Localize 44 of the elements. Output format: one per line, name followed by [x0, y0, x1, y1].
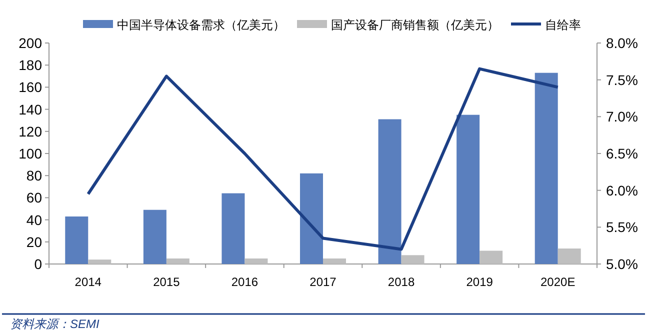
- bar: [244, 258, 268, 264]
- y-tick-label: 80: [26, 168, 42, 184]
- y2-tick-label: 5.5%: [606, 219, 638, 236]
- y-tick-label: 140: [18, 101, 42, 118]
- y2-tick-label: 5.0%: [606, 256, 638, 272]
- y-tick-label: 40: [26, 212, 42, 228]
- y2-tick-label: 7.0%: [606, 108, 638, 125]
- y-tick-label: 160: [18, 79, 42, 96]
- x-tick-label: 2019: [466, 275, 494, 289]
- y-tick-label: 200: [18, 35, 42, 51]
- bar: [401, 255, 424, 264]
- x-tick-label: 2018: [388, 275, 415, 289]
- y-tick-label: 120: [18, 123, 42, 140]
- x-tick-label: 2014: [74, 275, 102, 289]
- bar: [222, 193, 245, 264]
- y-tick-label: 0: [34, 256, 42, 272]
- bar: [166, 258, 190, 264]
- bar: [88, 260, 112, 264]
- y2-tick-label: 8.0%: [606, 35, 638, 51]
- x-tick-label: 2015: [153, 275, 180, 289]
- x-tick-label: 2017: [310, 275, 337, 289]
- bar: [456, 114, 480, 264]
- y-tick-label: 20: [26, 234, 42, 250]
- y-tick-label: 180: [18, 57, 42, 74]
- bar: [534, 72, 558, 264]
- x-tick-label: 2020E: [540, 275, 576, 289]
- bar: [480, 250, 503, 264]
- legend-label: 自给率: [545, 18, 581, 32]
- x-tick-label: 2016: [231, 275, 258, 289]
- bar: [65, 216, 88, 264]
- bar: [323, 258, 346, 264]
- line-series: [86, 67, 560, 251]
- legend-label: 中国半导体设备需求（亿美元）: [117, 18, 285, 32]
- bar: [300, 173, 323, 264]
- y-tick-label: 60: [26, 190, 42, 206]
- y-tick-label: 100: [18, 146, 42, 162]
- y2-tick-label: 6.5%: [606, 146, 638, 162]
- text: 资料来源：SEMI: [10, 317, 100, 331]
- y2-tick-label: 6.0%: [606, 182, 638, 198]
- y2-tick-label: 7.5%: [606, 72, 638, 88]
- legend-label: 国产设备厂商销售额（亿美元）: [331, 18, 499, 32]
- bar: [378, 119, 402, 264]
- bar: [143, 210, 166, 264]
- bar: [558, 248, 581, 264]
